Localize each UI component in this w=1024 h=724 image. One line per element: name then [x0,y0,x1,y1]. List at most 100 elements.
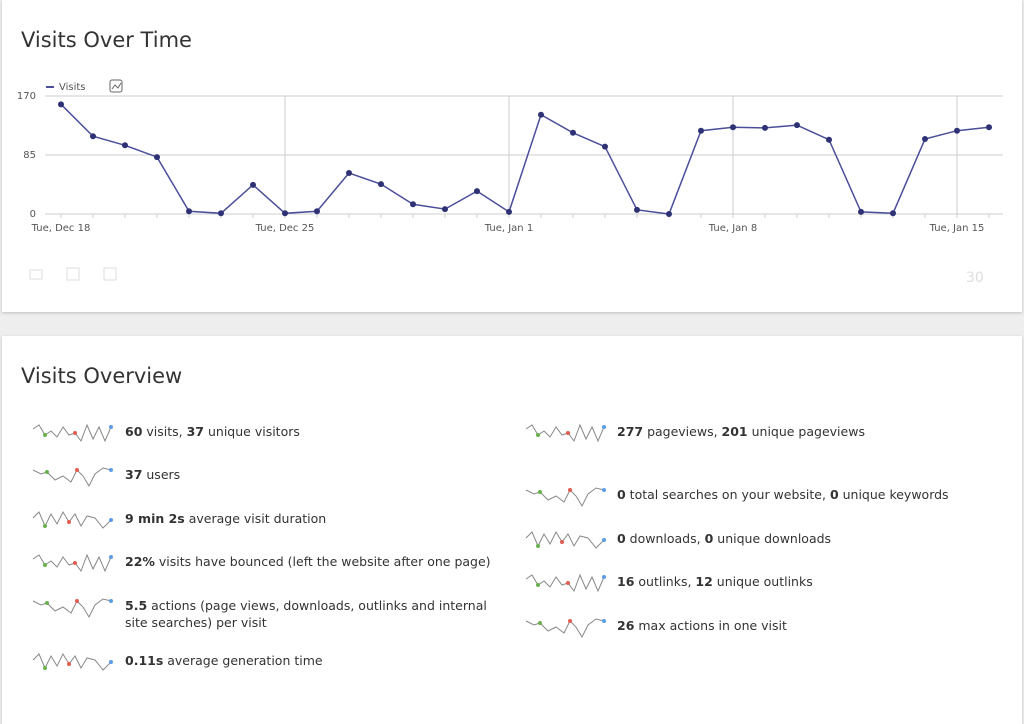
overview-item: 5.5 actions (page views, downloads, outl… [125,597,500,631]
annotation-icon[interactable] [103,267,117,281]
x-tick-label: Tue, Jan 1 [484,223,533,234]
data-point [666,211,672,217]
sparkline-dot [43,563,47,567]
x-tick-label: Tue, Dec 18 [31,223,91,234]
metric-value: 37 [186,424,205,439]
sparkline [32,553,113,573]
metric-label: unique outlinks [712,574,813,589]
data-point [58,101,64,108]
y-tick-label: 0 [30,209,36,220]
sparkline-dot [109,660,113,664]
sparkline-line [525,487,605,508]
data-point [890,210,896,217]
metric-label: unique visitors [204,424,300,439]
sparkline-dot [73,431,77,435]
data-point [506,208,512,215]
sparkline-dot [536,583,540,587]
sparkline-dot [566,581,570,585]
export-icon[interactable] [29,269,43,280]
sparkline-dot [43,433,47,437]
metric-value: 0.11s [125,653,164,668]
chart-type-icon[interactable] [109,79,123,93]
data-point [154,154,160,161]
sparkline-line [525,573,605,593]
overview-item: 60 visits, 37 unique visitors [125,423,500,440]
metric-label: unique keywords [838,487,949,502]
sparkline-dot [75,599,79,603]
legend-label: Visits [59,82,86,93]
overview-item: 26 max actions in one visit [617,617,1007,634]
data-point [634,206,640,213]
metric-value: 0 [829,487,839,502]
sparkline-dot [602,575,606,579]
chart: 30 0 85 170 Tue, Dec 18 Tue, Dec 25 Tue, Jan … [17,79,1003,286]
sparkline [525,573,606,593]
chart-title: Visits Over Time [21,28,192,52]
metric-value: 37 [125,467,143,482]
metric-value: 26 [617,618,635,633]
sparkline [32,598,113,619]
sparkline-dot [75,468,79,472]
sparkline-dot [602,488,606,492]
limit-selector[interactable]: 30 [966,270,984,286]
sparkline-dot [560,540,564,544]
x-tick-label: Tue, Jan 15 [929,223,985,234]
data-point [602,143,608,150]
image-icon[interactable] [66,267,80,281]
data-point [858,208,864,215]
sparkline-dot [109,599,113,603]
metric-value: 277 [617,424,644,439]
y-tick-label: 85 [23,150,36,161]
overview-item: 0 total searches on your website, 0 uniq… [617,486,1007,503]
overview-item: 22% visits have bounced (left the websit… [125,553,500,570]
data-point [250,181,256,188]
sparkline-line [525,423,605,443]
sparkline-dot [43,666,47,670]
sparkline [525,530,606,549]
metric-label: downloads, [625,531,705,546]
metric-value: 0 [704,531,714,546]
sparkline-dot [45,470,49,474]
x-tick-label: Tue, Jan 8 [708,223,757,234]
sparkline-dot [566,431,570,435]
metric-label: visits, [142,424,187,439]
overview-item: 0 downloads, 0 unique downloads [617,530,1007,547]
overview-item: 9 min 2s average visit duration [125,510,500,527]
metric-value: 9 min 2s [125,511,185,526]
sparkline [525,423,606,443]
metric-value: 60 [125,424,143,439]
sparkline-line [32,598,112,619]
metric-label: max actions in one visit [634,618,787,633]
data-point [570,129,576,136]
sparkline-line [32,553,112,573]
metric-label: users [142,467,181,482]
data-point [378,181,384,188]
data-point [314,208,320,215]
metric-label: pageviews, [643,424,722,439]
y-tick-label: 170 [17,91,36,102]
metric-value: 12 [695,574,713,589]
x-tick-label: Tue, Dec 25 [255,223,315,234]
sparkline-dot [109,518,113,522]
overview-item: 37 users [125,466,500,483]
data-point [346,170,352,177]
overview-item: 0.11s average generation time [125,652,500,669]
metric-label: average visit duration [184,511,327,526]
data-point [954,127,960,134]
sparkline-dot [536,433,540,437]
overview-title: Visits Overview [21,364,183,388]
overview-card: Visits Overview [2,336,1022,724]
data-point [826,136,832,143]
series-line [60,103,990,215]
metric-label: actions (page views, downloads, outlinks… [125,598,487,630]
sparkline [32,423,113,443]
sparkline [32,510,113,529]
sparkline-dot [109,555,113,559]
overview-item: 16 outlinks, 12 unique outlinks [617,573,1007,590]
data-point [282,210,288,217]
sparkline-dot [602,538,606,542]
sparkline-dot [536,544,540,548]
metric-value: 0 [617,487,626,502]
data-point [538,111,544,118]
sparkline-line [32,467,112,488]
